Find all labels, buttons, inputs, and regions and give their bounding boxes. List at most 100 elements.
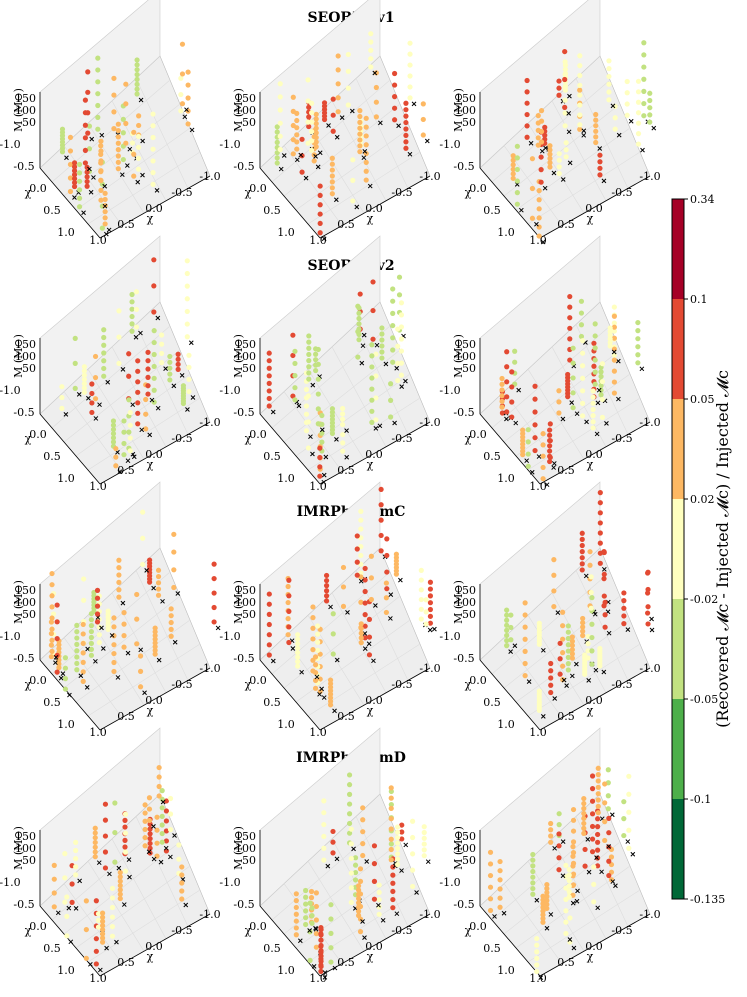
data-point bbox=[370, 279, 376, 285]
data-point bbox=[532, 422, 538, 428]
x-tick-label: -0.5 bbox=[391, 432, 412, 445]
injection-marker bbox=[163, 845, 169, 851]
injection-marker bbox=[560, 873, 566, 879]
data-point bbox=[59, 405, 65, 411]
data-point bbox=[579, 338, 586, 344]
data-point bbox=[134, 62, 140, 68]
x-tick-label: 1.0 bbox=[529, 972, 547, 985]
data-point bbox=[321, 100, 328, 106]
data-point bbox=[306, 351, 312, 358]
data-point bbox=[595, 784, 601, 790]
data-point bbox=[345, 102, 351, 108]
injection-marker bbox=[540, 714, 546, 719]
x-tick-label: 1.0 bbox=[529, 726, 547, 739]
injection-marker bbox=[584, 419, 589, 425]
data-point bbox=[645, 604, 651, 610]
data-point bbox=[185, 82, 191, 88]
data-point bbox=[303, 915, 309, 921]
data-point bbox=[184, 296, 190, 302]
data-point bbox=[303, 894, 309, 900]
data-point bbox=[143, 426, 149, 432]
data-point bbox=[355, 912, 362, 919]
data-point bbox=[532, 435, 538, 441]
data-point bbox=[303, 908, 309, 914]
injection-marker bbox=[127, 146, 133, 152]
injection-marker bbox=[189, 127, 195, 133]
data-point bbox=[421, 847, 427, 853]
data-point bbox=[524, 77, 530, 84]
data-point bbox=[122, 830, 129, 836]
grid-line bbox=[63, 391, 123, 472]
z-tick-label: 50 bbox=[22, 362, 36, 375]
x-axis-label: χ bbox=[367, 458, 374, 471]
y-tick-label: 0.0 bbox=[29, 920, 47, 933]
panel-0-2: q = 315010050-1.0-0.50.00.51.01.00.50.0-… bbox=[439, 0, 661, 247]
data-point bbox=[102, 849, 109, 855]
injection-marker bbox=[334, 856, 340, 862]
data-point bbox=[579, 388, 586, 394]
data-point bbox=[560, 663, 566, 669]
data-point bbox=[645, 570, 651, 576]
data-point bbox=[309, 147, 315, 153]
data-point bbox=[330, 128, 336, 134]
injection-marker bbox=[298, 152, 304, 158]
data-point bbox=[597, 520, 603, 526]
data-point bbox=[369, 408, 375, 414]
data-point bbox=[420, 132, 426, 138]
data-point bbox=[310, 657, 316, 663]
injection-marker bbox=[649, 627, 655, 633]
injection-marker bbox=[609, 812, 615, 818]
data-point bbox=[121, 418, 127, 424]
injection-marker bbox=[321, 472, 327, 478]
data-point bbox=[647, 105, 653, 111]
data-point bbox=[313, 890, 319, 896]
data-point bbox=[328, 959, 334, 965]
injection-marker bbox=[574, 661, 579, 667]
data-point bbox=[556, 811, 562, 817]
data-point bbox=[76, 204, 83, 210]
data-point bbox=[163, 798, 170, 804]
data-point bbox=[99, 914, 106, 920]
data-point bbox=[357, 866, 364, 872]
colorbar-tick-label: -0.02 bbox=[690, 593, 718, 606]
data-point bbox=[358, 552, 364, 559]
data-point bbox=[312, 677, 319, 684]
y-axis-line bbox=[479, 659, 541, 731]
data-point bbox=[150, 123, 156, 129]
injection-marker bbox=[372, 70, 378, 76]
data-point bbox=[569, 638, 575, 644]
x-tick-label: 0.0 bbox=[145, 940, 163, 953]
x-tick-label: 1.0 bbox=[529, 480, 547, 493]
injection-marker bbox=[561, 677, 567, 683]
data-point bbox=[585, 648, 591, 654]
data-point bbox=[497, 886, 503, 892]
data-point bbox=[577, 126, 583, 132]
data-point bbox=[418, 616, 424, 622]
data-point bbox=[589, 595, 595, 601]
injection-marker bbox=[595, 400, 601, 406]
data-point bbox=[529, 215, 536, 221]
data-point bbox=[85, 69, 91, 75]
injection-marker bbox=[560, 416, 566, 422]
data-point bbox=[562, 66, 569, 72]
data-point bbox=[562, 84, 568, 91]
grid-line bbox=[75, 373, 191, 457]
data-point bbox=[355, 887, 362, 893]
data-point bbox=[626, 791, 632, 797]
data-point bbox=[159, 796, 165, 802]
injection-marker bbox=[575, 888, 580, 894]
grid-line bbox=[307, 889, 421, 963]
injection-marker bbox=[155, 315, 161, 321]
data-point bbox=[635, 120, 642, 126]
data-point bbox=[508, 624, 514, 631]
injection-marker bbox=[639, 366, 645, 372]
grid-line bbox=[575, 570, 629, 681]
data-point bbox=[536, 233, 542, 239]
data-point bbox=[355, 883, 362, 889]
data-point bbox=[290, 332, 296, 338]
data-point bbox=[544, 905, 550, 912]
y-tick-label: -1.0 bbox=[219, 138, 240, 151]
data-point bbox=[62, 899, 68, 905]
data-point bbox=[569, 647, 575, 653]
data-point bbox=[624, 78, 630, 85]
